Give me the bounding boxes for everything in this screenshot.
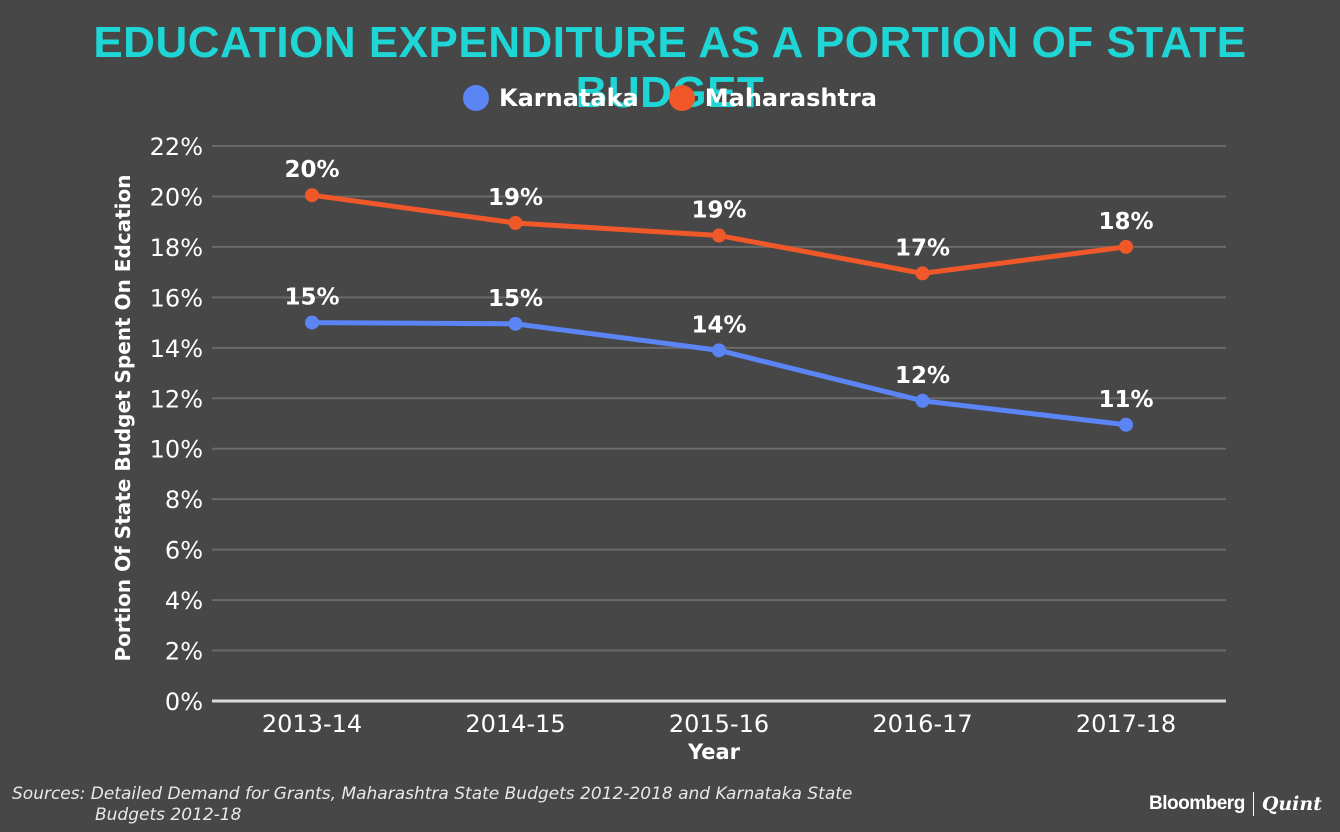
axes: 0% 2% 4% 6% 8% 10% 12% 14% 16% 18% 20% 22% 2013-14 20… bbox=[111, 133, 1226, 764]
data-label-maharashtra: 18% bbox=[1098, 209, 1153, 235]
data-point-maharashtra bbox=[1119, 239, 1133, 254]
legend: Karnataka Maharashtra bbox=[0, 84, 1340, 112]
data-point-maharashtra bbox=[508, 215, 523, 230]
data-label-karnataka: 15% bbox=[284, 285, 339, 311]
x-tick-label: 2015-16 bbox=[669, 710, 769, 738]
brand-divider bbox=[1252, 792, 1254, 816]
legend-item-maharashtra[interactable]: Maharashtra bbox=[668, 84, 877, 112]
source-line-2: Budgets 2012-18 bbox=[95, 805, 242, 825]
y-axis-title: Portion Of State Budget Spent On Edcatio… bbox=[111, 174, 135, 661]
x-axis-title: Year bbox=[687, 740, 741, 764]
data-point-karnataka bbox=[305, 315, 319, 330]
brand-logo: Bloomberg Quint bbox=[1149, 792, 1322, 816]
y-tick-label: 2% bbox=[165, 638, 203, 666]
y-tick-label: 20% bbox=[150, 183, 203, 211]
y-tick-label: 14% bbox=[150, 335, 203, 363]
brand-bloomberg: Bloomberg bbox=[1149, 793, 1245, 814]
x-tick-label: 2014-15 bbox=[465, 710, 565, 738]
data-point-karnataka bbox=[915, 393, 930, 408]
legend-label-karnataka: Karnataka bbox=[499, 84, 639, 112]
data-point-maharashtra bbox=[305, 188, 319, 203]
legend-marker-maharashtra bbox=[668, 85, 695, 111]
y-tick-label: 10% bbox=[150, 436, 203, 464]
y-tick-label: 8% bbox=[165, 486, 203, 514]
data-point-maharashtra bbox=[712, 228, 726, 243]
data-label-karnataka: 15% bbox=[488, 286, 543, 312]
y-tick-label: 18% bbox=[150, 234, 203, 262]
legend-item-karnataka[interactable]: Karnataka bbox=[463, 84, 639, 112]
data-label-karnataka: 14% bbox=[691, 312, 746, 338]
data-label-karnataka: 11% bbox=[1098, 387, 1153, 413]
x-tick-label: 2017-18 bbox=[1076, 710, 1176, 738]
x-tick-label: 2016-17 bbox=[872, 710, 972, 738]
series bbox=[305, 188, 1133, 432]
y-tick-label: 0% bbox=[165, 688, 203, 716]
data-point-maharashtra bbox=[915, 266, 930, 281]
y-tick-label: 4% bbox=[165, 587, 203, 615]
data-label-maharashtra: 19% bbox=[691, 198, 746, 224]
data-point-karnataka bbox=[508, 316, 523, 331]
data-labels: 15% 15% 14% 12% 11% 20% 19% 19% 17% 18% bbox=[284, 157, 1153, 413]
x-tick-label: 2013-14 bbox=[262, 710, 362, 738]
legend-label-maharashtra: Maharashtra bbox=[704, 84, 877, 112]
legend-marker-karnataka bbox=[463, 85, 489, 111]
source-note: Sources: Detailed Demand for Grants, Mah… bbox=[12, 784, 852, 826]
y-tick-label: 6% bbox=[165, 537, 203, 565]
y-tick-label: 22% bbox=[150, 133, 203, 161]
source-line-1: Sources: Detailed Demand for Grants, Mah… bbox=[12, 784, 853, 804]
data-label-karnataka: 12% bbox=[895, 363, 950, 389]
data-label-maharashtra: 20% bbox=[284, 157, 339, 183]
data-point-karnataka bbox=[712, 343, 726, 358]
data-label-maharashtra: 17% bbox=[895, 235, 950, 261]
data-label-maharashtra: 19% bbox=[488, 185, 543, 211]
data-point-karnataka bbox=[1119, 417, 1133, 432]
y-tick-label: 16% bbox=[150, 284, 203, 312]
brand-quint: Quint bbox=[1261, 793, 1322, 815]
y-tick-label: 12% bbox=[150, 385, 203, 413]
